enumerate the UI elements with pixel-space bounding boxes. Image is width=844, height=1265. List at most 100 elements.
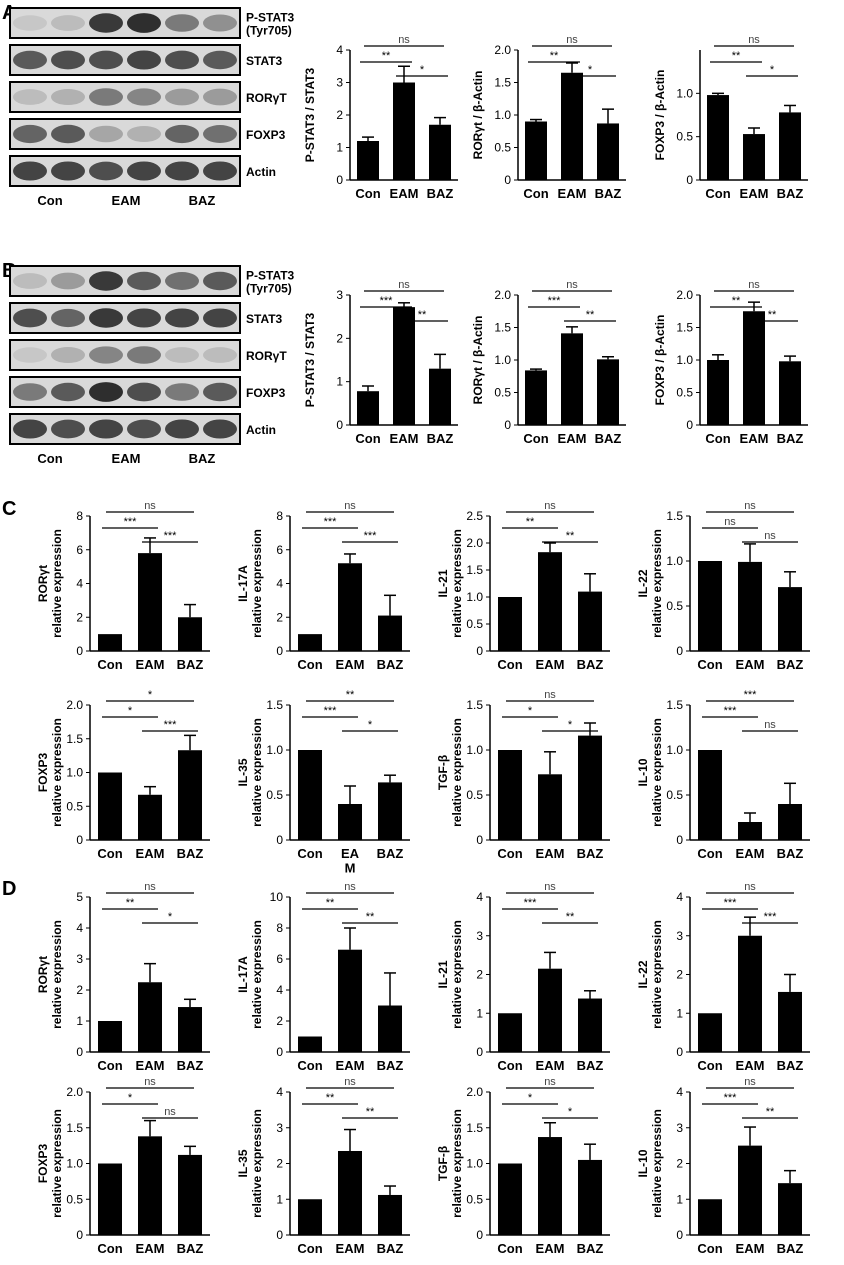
blot-band	[203, 271, 237, 291]
y-tick-label: 1.5	[466, 698, 483, 712]
category-label: Con	[523, 186, 548, 201]
bar	[138, 1136, 162, 1235]
blot-band	[165, 50, 199, 70]
blot-band	[13, 161, 47, 181]
bar	[98, 772, 122, 840]
bar	[178, 750, 202, 840]
significance-label: **	[566, 530, 575, 542]
category-label: EAM	[740, 186, 769, 201]
y-tick-label: 0	[476, 1228, 483, 1242]
y-tick-label: 1.5	[666, 509, 683, 523]
blot-band	[51, 161, 85, 181]
y-tick-label: 1	[276, 1192, 283, 1206]
blot-band	[165, 383, 199, 401]
y-tick-label: 1	[676, 1192, 683, 1206]
y-axis-label: RORγt / β-Actin	[471, 316, 485, 405]
bar	[378, 615, 402, 651]
bar	[778, 587, 802, 651]
category-label: Con	[97, 846, 122, 861]
chart-d8: 0 1 2 3 4 IL-10relative expression Con EAM BAZ **…	[636, 1076, 810, 1256]
blot-band-label: RORγT	[246, 91, 287, 105]
category-label: BAZ	[577, 1058, 604, 1073]
bar	[338, 563, 362, 651]
category-label: Con	[97, 1241, 122, 1256]
blot-band	[89, 161, 123, 181]
significance-label: ***	[164, 719, 178, 731]
category-label: EAM	[336, 1241, 365, 1256]
significance-label: ***	[124, 516, 138, 528]
y-tick-label: 1.0	[666, 554, 683, 568]
y-tick-label: 2.0	[466, 536, 483, 550]
significance-label: ns	[744, 881, 756, 893]
chart-d1: 0 1 2 3 4 5 RORγtrelative expression Con EAM BAZ *…	[36, 881, 210, 1073]
blot-band	[165, 419, 199, 439]
bar	[298, 634, 322, 651]
y-tick-label: 4	[676, 1085, 683, 1099]
significance-label: ***	[164, 530, 178, 542]
blot-frame	[9, 118, 241, 150]
significance-label: ***	[724, 897, 738, 909]
blot-band	[13, 124, 47, 144]
blot-band-label: RORγT	[246, 349, 287, 363]
blot-group-label: EAM	[112, 451, 141, 466]
blot-band	[127, 271, 161, 291]
significance-label: **	[732, 295, 741, 307]
significance-label: ns	[744, 500, 756, 512]
category-label: Con	[497, 1241, 522, 1256]
blot-band	[51, 15, 85, 31]
blot-row: Actin	[9, 155, 276, 187]
chart-d4: 0 1 2 3 4 IL-22relative expression Con EAM BAZ **…	[636, 881, 810, 1073]
y-tick-label: 0.5	[676, 130, 693, 144]
bar	[743, 311, 765, 425]
y-axis-label: IL-21relative expression	[436, 529, 464, 638]
y-tick-label: 1.0	[466, 743, 483, 757]
category-label: Con	[355, 186, 380, 201]
significance-label: ***	[380, 295, 394, 307]
bar	[578, 735, 602, 840]
y-tick-label: 1.5	[466, 1121, 483, 1135]
blot-band-label: FOXP3	[246, 128, 286, 142]
bar	[393, 307, 415, 425]
bar	[707, 95, 729, 180]
chart-c6: 0 0.5 1.0 1.5IL-35relative expression Con EA M…	[236, 689, 410, 875]
blot-band	[13, 308, 47, 328]
significance-label: ***	[324, 705, 338, 717]
category-label: EAM	[558, 431, 587, 446]
significance-label: ***	[324, 516, 338, 528]
bar	[743, 134, 765, 180]
y-tick-label: 1	[676, 1006, 683, 1020]
y-tick-label: 2	[76, 610, 83, 624]
category-label: Con	[705, 431, 730, 446]
bar	[138, 982, 162, 1052]
y-tick-label: 2	[76, 983, 83, 997]
bar	[498, 597, 522, 651]
significance-label: **	[566, 911, 575, 923]
bar	[578, 1159, 602, 1235]
bar	[429, 124, 451, 180]
significance-label: ns	[544, 689, 556, 701]
blot-band	[13, 273, 47, 289]
panel-letter-d: D	[2, 878, 17, 900]
y-axis-label: P-STAT3 / STAT3	[303, 312, 317, 407]
y-tick-label: 2.5	[466, 509, 483, 523]
blot-band	[165, 347, 199, 363]
significance-label: ns	[744, 1076, 756, 1088]
category-label: EAM	[136, 1058, 165, 1073]
bar	[338, 804, 362, 840]
bar	[779, 112, 801, 180]
category-label: BAZ	[595, 431, 622, 446]
western-blot-a: P-STAT3 (Tyr705) STAT3 RORγT FOXP3 Actin Con EA…	[9, 7, 295, 208]
y-tick-label: 1.5	[466, 563, 483, 577]
category-label: BAZ	[777, 657, 804, 672]
y-tick-label: 2.0	[676, 288, 693, 302]
category-label: EAM	[736, 1241, 765, 1256]
bar	[525, 370, 547, 425]
y-tick-label: 0.5	[266, 788, 283, 802]
y-axis-label: IL-35relative expression	[236, 718, 264, 827]
y-axis-label: IL-22relative expression	[636, 920, 664, 1029]
category-label: EAM	[136, 846, 165, 861]
category-label: EAM	[536, 1241, 565, 1256]
